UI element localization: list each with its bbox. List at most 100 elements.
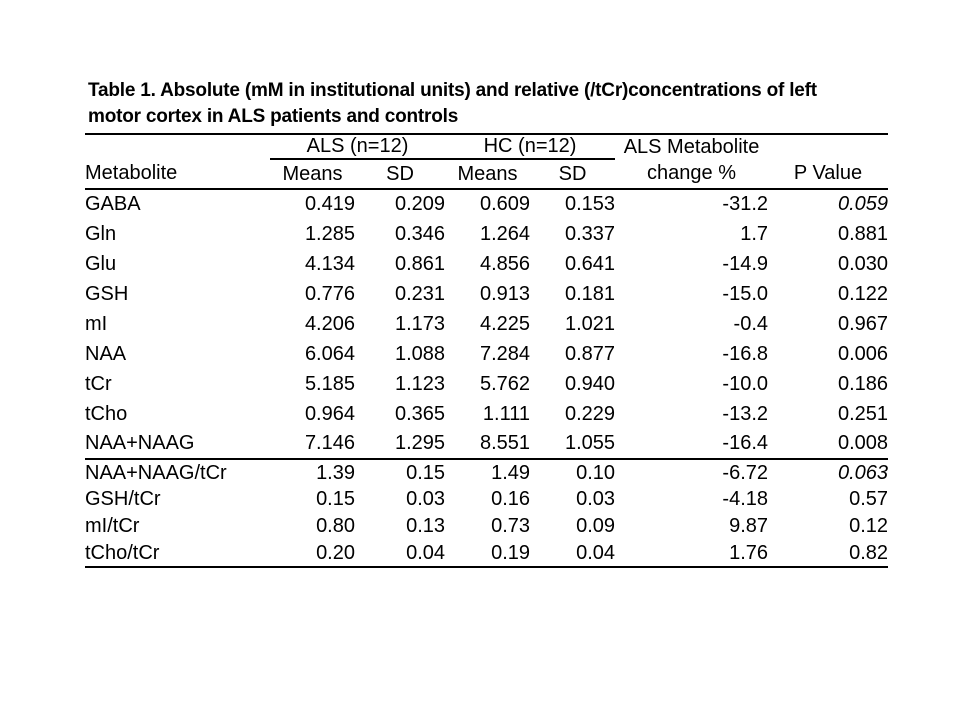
cell-hc-mean: 0.73 [491,515,531,537]
cell-change-pct: 9.87 [729,515,769,537]
cell-metabolite: GSH/tCr [85,488,161,510]
table-row: Gln 1.285 0.346 1.264 0.337 1.7 0.881 [85,219,888,249]
cell-metabolite: mI/tCr [85,515,140,537]
column-header-change-line2: change % [615,159,769,190]
cell-als-sd: 0.15 [355,458,446,486]
group-header-change-line1: ALS Metabolite [623,135,760,158]
cell-als-sd: 1.123 [394,372,446,395]
cell-metabolite: tCr [85,372,112,395]
cell-p-value: 0.881 [837,222,889,245]
cell-p-value: 0.063 [768,458,889,486]
cell-als-sd: 1.173 [394,312,446,335]
cell-metabolite: NAA [85,342,127,365]
cell-change-pct: 1.7 [740,222,769,245]
cell-als-mean: 6.064 [304,342,355,365]
table-row: mI 4.206 1.173 4.225 1.021 -0.4 0.967 [85,309,888,339]
cell-hc-mean: 1.111 [482,402,531,425]
group-header-empty-p [768,134,888,159]
table-title: Table 1. Absolute (mM in institutional u… [88,78,891,130]
cell-als-mean: 0.964 [304,402,355,425]
table-row: GABA 0.419 0.209 0.609 0.153 -31.2 0.059 [85,189,888,219]
table-row: tCr 5.185 1.123 5.762 0.940 -10.0 0.186 [85,369,888,399]
cell-p-value: 0.186 [837,372,889,395]
cell-hc-sd: 0.09 [576,515,616,537]
cell-p-value: 0.030 [837,252,889,275]
cell-p-value: 0.12 [849,515,889,537]
cell-als-sd: 0.209 [394,193,446,215]
column-header-metabolite: Metabolite [85,159,270,190]
cell-hc-sd: 0.877 [564,342,616,365]
cell-p-value: 0.006 [837,342,889,365]
cell-metabolite: tCho [85,402,128,425]
cell-hc-sd: 0.229 [564,402,616,425]
cell-als-mean: 0.419 [304,193,355,215]
cell-hc-sd: 0.940 [564,372,616,395]
cell-change-pct: -14.9 [722,252,769,275]
table-row: GSH 0.776 0.231 0.913 0.181 -15.0 0.122 [85,279,888,309]
cell-change-pct: 1.76 [729,541,769,564]
cell-change-pct: -0.4 [733,312,769,335]
cell-metabolite: GSH [85,282,129,305]
cell-als-mean: 4.134 [304,252,355,275]
table-row: NAA+NAAG/tCr 1.39 0.15 1.49 0.10 -6.72 0.063 [85,458,889,486]
cell-hc-sd: 0.153 [564,193,616,215]
cell-hc-sd: 0.181 [564,282,616,305]
cell-als-sd: 0.13 [406,515,446,537]
cell-change-pct: -15.0 [722,282,769,305]
cell-als-mean: 0.80 [316,515,355,537]
cell-metabolite: mI [85,312,108,335]
cell-hc-sd: 1.055 [564,432,616,454]
table-row: mI/tCr 0.80 0.13 0.73 0.09 9.87 0.12 [85,513,888,540]
cell-hc-sd: 0.04 [576,541,616,564]
cell-als-sd: 0.346 [394,222,446,245]
cell-hc-mean: 1.49 [445,458,531,486]
cell-p-value: 0.059 [837,193,889,215]
table-row: NAA 6.064 1.088 7.284 0.877 -16.8 0.006 [85,339,888,369]
cell-als-mean: 1.285 [304,222,355,245]
cell-hc-mean: 4.225 [479,312,531,335]
table-block: Table 1. Absolute (mM in institutional u… [85,78,891,568]
column-header-row: Metabolite Means SD Means SD change % P … [85,159,889,190]
table-title-line2: motor cortex in ALS patients and control… [88,106,459,127]
cell-als-sd: 0.231 [394,282,446,305]
column-header-hc-means: Means [445,159,531,190]
cell-metabolite: Glu [85,252,117,275]
cell-hc-sd: 0.10 [530,458,616,486]
cell-change-pct: -31.2 [722,193,769,215]
cell-hc-mean: 4.856 [479,252,531,275]
cell-p-value: 0.82 [849,541,889,564]
table-row: tCho/tCr 0.20 0.04 0.19 0.04 1.76 0.82 [85,540,888,567]
cell-als-mean: 1.39 [270,458,355,486]
cell-als-mean: 7.146 [304,432,355,454]
metabolite-table: ALS (n=12) HC (n=12) ALS Metabolite Meta… [85,133,889,568]
group-header-als: ALS (n=12) [270,134,446,160]
cell-hc-mean: 1.264 [479,222,531,245]
group-header-empty [85,134,270,159]
cell-hc-mean: 0.19 [491,541,531,564]
cell-als-mean: 0.776 [304,282,355,305]
table-row: NAA+NAAG 7.146 1.295 8.551 1.055 -16.4 0.008 [85,429,888,459]
cell-als-mean: 4.206 [304,312,355,335]
column-header-als-sd: SD [355,159,446,190]
column-header-p-value: P Value [768,159,889,190]
column-header-als-means: Means [270,159,355,190]
cell-p-value: 0.251 [837,402,889,425]
cell-change-pct: -13.2 [722,402,769,425]
cell-hc-sd: 1.021 [564,312,616,335]
cell-hc-mean: 0.609 [479,193,531,215]
cell-change-pct: -16.8 [722,342,769,365]
table-row: Glu 4.134 0.861 4.856 0.641 -14.9 0.030 [85,249,888,279]
cell-metabolite: NAA+NAAG [85,432,195,454]
cell-p-value: 0.967 [837,312,889,335]
cell-als-sd: 0.365 [394,402,446,425]
cell-hc-mean: 5.762 [479,372,531,395]
cell-als-sd: 0.03 [406,488,446,510]
cell-als-mean: 0.20 [316,541,355,564]
cell-p-value: 0.57 [849,488,889,510]
table-row: GSH/tCr 0.15 0.03 0.16 0.03 -4.18 0.57 [85,486,888,513]
cell-hc-sd: 0.337 [564,222,616,245]
cell-hc-mean: 8.551 [479,432,531,454]
cell-hc-sd: 0.641 [564,252,616,275]
group-header-row: ALS (n=12) HC (n=12) ALS Metabolite [85,134,888,160]
